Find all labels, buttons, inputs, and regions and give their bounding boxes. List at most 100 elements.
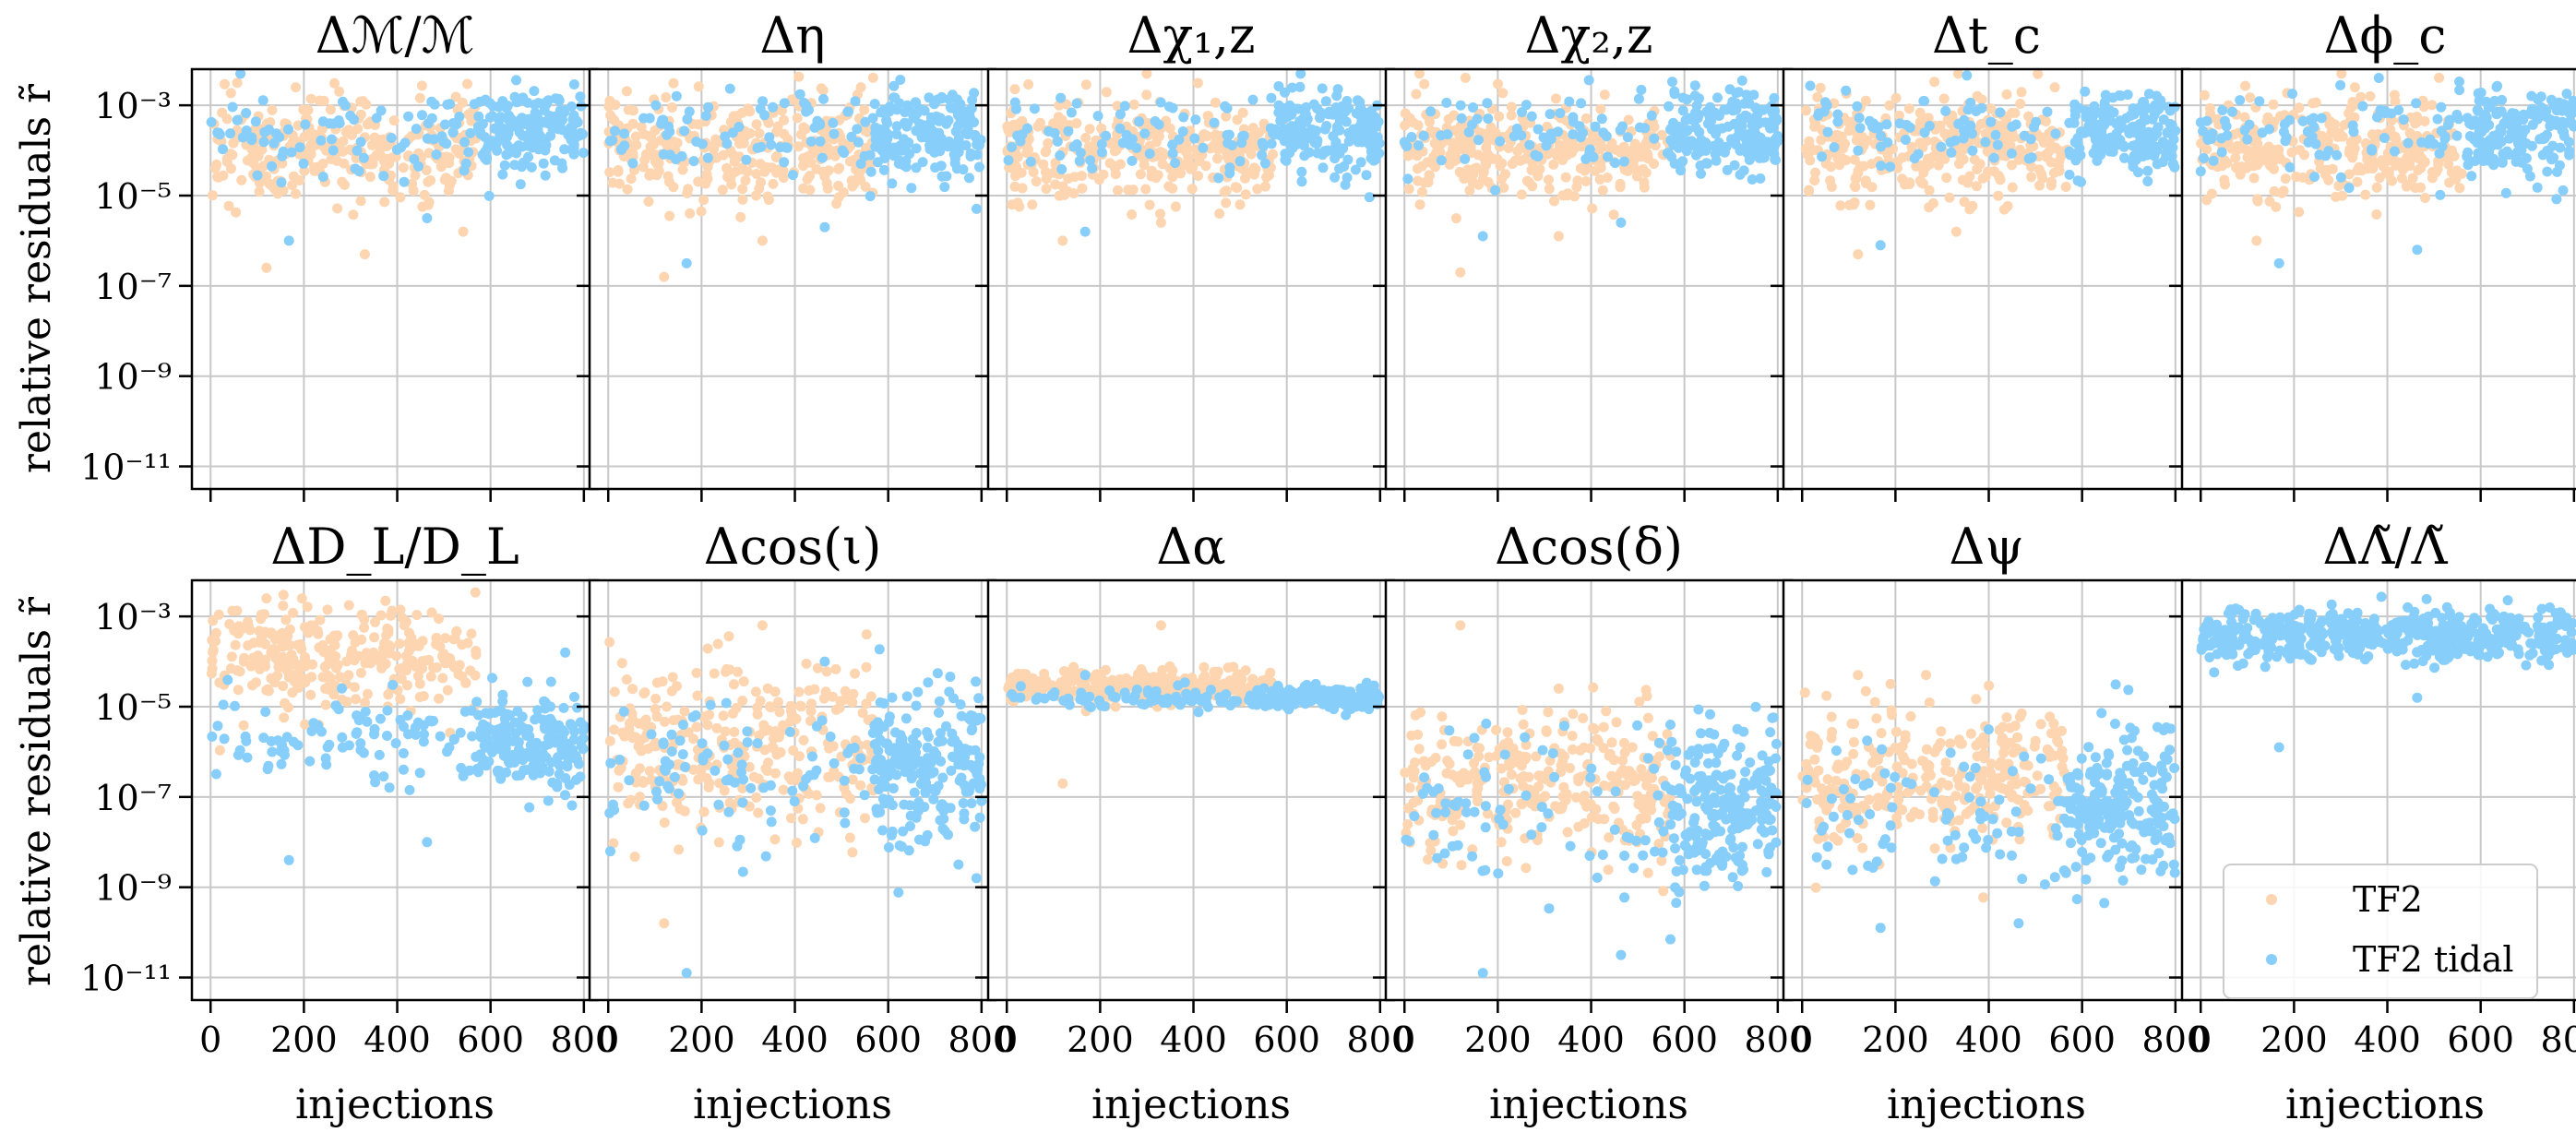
point-tf2 [786, 710, 797, 721]
point-tf2-tidal [627, 158, 638, 169]
point-tf2-tidal [1213, 173, 1224, 184]
point-tf2-tidal [818, 93, 829, 104]
point-tf2 [221, 153, 233, 164]
point-tf2-tidal [654, 776, 665, 787]
point-tf2 [1497, 173, 1508, 185]
point-tf2-tidal [557, 114, 567, 125]
point-tf2-tidal [2437, 141, 2448, 152]
point-tf2 [1248, 169, 1259, 180]
point-tf2-tidal [2497, 157, 2508, 168]
point-tf2 [242, 155, 253, 166]
point-tf2-tidal [2064, 169, 2075, 180]
point-tf2-tidal [1495, 136, 1506, 147]
y-tick-label: 10⁻³ [94, 597, 172, 638]
point-tf2-tidal [2201, 115, 2212, 126]
point-tf2 [2226, 143, 2237, 154]
point-tf2-tidal [1748, 132, 1759, 143]
panel-title: ΔD_L/D_L [270, 518, 519, 576]
point-tf2-tidal [426, 113, 437, 124]
point-tf2-tidal [482, 152, 493, 163]
point-tf2 [1128, 99, 1139, 110]
point-tf2 [450, 91, 461, 102]
point-tf2 [446, 175, 457, 186]
point-tf2-tidal [481, 708, 492, 719]
point-tf2-tidal [875, 806, 886, 817]
point-tf2-tidal [1813, 110, 1824, 121]
point-tf2 [315, 614, 326, 626]
point-tf2 [401, 680, 412, 691]
point-tf2 [1815, 82, 1826, 93]
point-tf2-tidal [2207, 128, 2218, 139]
point-tf2-tidal [912, 739, 923, 750]
point-tf2 [1800, 143, 1811, 154]
point-tf2-tidal [225, 128, 236, 139]
point-tf2-tidal [2153, 122, 2164, 133]
point-tf2 [254, 186, 265, 197]
point-tf2-tidal [1294, 81, 1306, 92]
point-tf2-tidal [2104, 114, 2115, 125]
point-tf2-tidal [2502, 112, 2513, 123]
point-tf2-tidal [463, 147, 474, 158]
point-tf2 [1246, 149, 1257, 160]
point-tf2 [835, 696, 846, 707]
point-tf2-tidal [1748, 89, 1759, 101]
point-tf2 [1268, 149, 1278, 160]
point-tf2-tidal [2564, 108, 2575, 119]
x-tick-label: 600 [854, 1019, 922, 1060]
point-tf2 [786, 813, 796, 824]
point-tf2-tidal [495, 773, 507, 784]
point-tf2-tidal [422, 837, 433, 848]
point-tf2-tidal [1695, 146, 1706, 157]
point-tf2 [861, 661, 872, 673]
point-tf2-tidal [1312, 103, 1323, 114]
point-tf2 [721, 666, 732, 677]
point-tf2 [650, 704, 661, 714]
point-tf2-tidal [1425, 106, 1437, 117]
point-tf2 [1485, 122, 1497, 133]
point-tf2 [2253, 157, 2264, 168]
point-tf2-tidal [210, 769, 221, 780]
point-tf2-tidal [1618, 156, 1629, 167]
point-tf2 [623, 798, 634, 809]
point-tf2 [2377, 155, 2388, 166]
panel-title: Δχ₁,z [1127, 6, 1256, 65]
point-tf2 [394, 638, 405, 649]
point-tf2 [387, 605, 398, 616]
point-tf2-tidal [1885, 161, 1896, 173]
point-tf2-tidal [2141, 140, 2153, 151]
point-tf2-tidal [566, 101, 577, 112]
point-tf2 [223, 200, 234, 211]
point-tf2-tidal [232, 114, 243, 125]
point-tf2-tidal [973, 693, 984, 704]
point-tf2-tidal [1281, 124, 1292, 135]
point-tf2-tidal [722, 754, 733, 765]
point-tf2 [1998, 204, 2010, 215]
point-tf2-tidal [1178, 112, 1189, 123]
point-tf2 [1534, 164, 1545, 174]
point-tf2-tidal [909, 752, 920, 763]
point-tf2 [366, 139, 377, 150]
point-tf2 [1642, 149, 1653, 161]
point-tf2 [1123, 185, 1134, 196]
point-tf2 [225, 163, 236, 174]
point-tf2-tidal [1317, 83, 1328, 94]
point-tf2 [729, 156, 740, 167]
point-tf2 [1167, 183, 1178, 194]
point-tf2-tidal [1351, 134, 1361, 145]
point-tf2 [305, 689, 316, 700]
point-tf2 [726, 179, 737, 190]
point-tf2 [1467, 177, 1478, 188]
point-tf2-tidal [1017, 129, 1028, 140]
point-tf2 [712, 638, 723, 649]
point-tf2-tidal [1234, 156, 1246, 167]
point-tf2 [2234, 165, 2245, 176]
point-tf2-tidal [1918, 96, 1929, 106]
point-tf2 [1853, 249, 1864, 260]
point-tf2 [470, 587, 481, 598]
point-tf2-tidal [1736, 121, 1747, 132]
point-tf2 [693, 176, 704, 187]
point-tf2-tidal [2083, 126, 2094, 137]
point-tf2 [644, 170, 655, 181]
point-tf2-tidal [1259, 158, 1270, 169]
point-tf2 [662, 701, 672, 712]
